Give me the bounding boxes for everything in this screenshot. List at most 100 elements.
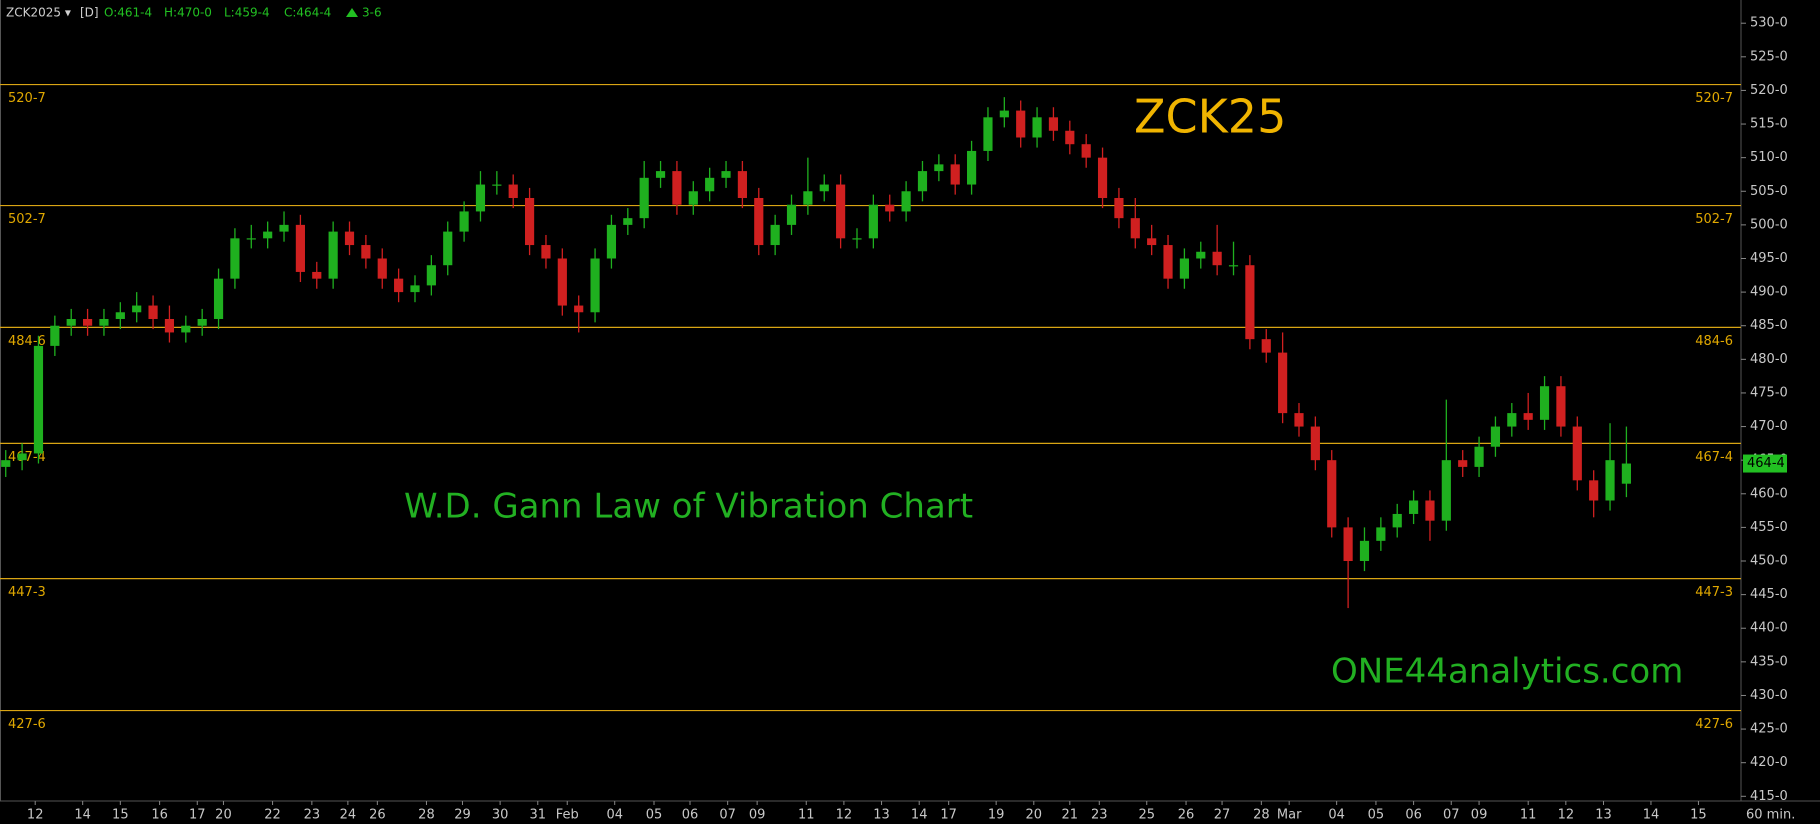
y-tick-label: 480-0: [1750, 352, 1788, 367]
annotation: ONE44analytics.com: [1331, 652, 1683, 692]
candle-body: [1589, 480, 1599, 501]
candle-body: [230, 238, 240, 279]
candle-body: [541, 245, 551, 259]
header-low: L:459-4: [224, 6, 270, 20]
candle-body: [475, 184, 486, 212]
candle-body: [279, 224, 289, 232]
x-tick-label: 17: [940, 808, 957, 823]
x-tick-label: 17: [189, 808, 206, 823]
x-tick-label: 22: [264, 808, 281, 823]
y-tick-label: 445-0: [1750, 587, 1788, 602]
last-price-tag: [1743, 454, 1787, 473]
candle-body: [836, 184, 846, 239]
x-tick-label: 13: [873, 808, 890, 823]
level-label-left: 484-6: [8, 334, 46, 349]
subtitle: W.D. Gann Law of Vibration Chart: [404, 487, 973, 527]
x-tick-label: 14: [74, 808, 91, 823]
candle-body: [1032, 117, 1042, 138]
candle-body: [1359, 540, 1370, 562]
candle-body: [1458, 460, 1468, 467]
x-tick-label: 15: [112, 808, 129, 823]
candle-body: [1245, 265, 1255, 340]
candle-body: [82, 318, 93, 326]
candle-body: [1621, 463, 1631, 484]
candle-body: [377, 258, 387, 279]
y-tick-label: 495-0: [1750, 251, 1788, 266]
x-tick-label: 25: [1138, 808, 1155, 823]
x-tick-label: 30: [492, 808, 509, 823]
candle-body: [50, 325, 60, 346]
x-tick-label: 28: [1253, 808, 1270, 823]
candle-body: [1097, 157, 1108, 198]
y-tick-label: 500-0: [1750, 217, 1788, 232]
candle-body: [1327, 460, 1337, 528]
y-tick-label: 475-0: [1750, 385, 1788, 400]
x-tick-label: 12: [1558, 808, 1575, 823]
candle-body: [492, 184, 502, 186]
header-open: O:461-4: [104, 6, 152, 20]
x-tick-label: 14: [911, 808, 928, 823]
y-tick-label: 520-0: [1750, 83, 1788, 98]
level-label-left: 427-6: [8, 717, 46, 732]
candle-body: [459, 211, 469, 232]
candle-body: [295, 224, 305, 272]
candle-body: [1539, 386, 1550, 420]
y-tick-label: 490-0: [1750, 285, 1788, 300]
x-tick-label: 07: [719, 808, 736, 823]
x-tick-label: 16: [151, 808, 168, 823]
x-tick-label: 06: [682, 808, 699, 823]
interval: [D]: [80, 6, 99, 20]
candle-body: [1441, 460, 1451, 521]
candle-body: [246, 238, 256, 240]
y-tick-label: 425-0: [1750, 722, 1788, 737]
candle-body: [885, 204, 895, 212]
candle-body: [1376, 527, 1386, 541]
candle-body: [868, 204, 878, 239]
candle-body: [426, 265, 436, 286]
candle-body: [197, 318, 207, 326]
x-tick-label: 26: [369, 808, 386, 823]
x-tick-label: 23: [304, 808, 321, 823]
candle-body: [950, 164, 960, 185]
candle-body: [1392, 513, 1402, 528]
candle-body: [803, 191, 813, 205]
y-tick-label: 420-0: [1750, 755, 1788, 770]
candle-body: [1081, 144, 1091, 158]
candle-body: [574, 305, 584, 313]
candle-body: [148, 305, 158, 319]
candle-body: [721, 171, 731, 178]
x-tick-label: 27: [1214, 808, 1231, 823]
candle-body: [557, 258, 567, 306]
candle-body: [410, 285, 420, 293]
x-tick-label: 20: [1026, 808, 1043, 823]
y-tick-label: 430-0: [1750, 688, 1788, 703]
candle-body: [525, 197, 535, 246]
candle-body: [1425, 500, 1435, 521]
candle-body: [1261, 339, 1271, 353]
candle-body: [852, 238, 862, 240]
y-tick-label: 515-0: [1750, 117, 1788, 132]
y-tick-label: 530-0: [1750, 16, 1788, 31]
timeframe: 60 min.: [1746, 808, 1795, 823]
level-label-right: 427-6: [1695, 717, 1733, 732]
candle-body: [1114, 197, 1124, 219]
x-tick-label: 19: [988, 808, 1005, 823]
level-label-right: 502-7: [1695, 212, 1733, 227]
level-label-left: 447-3: [8, 585, 46, 600]
candle-body: [1294, 413, 1304, 427]
candle-body: [328, 231, 338, 279]
y-tick-label: 485-0: [1750, 318, 1788, 333]
candle-body: [132, 305, 142, 313]
header-high: H:470-0: [164, 6, 212, 20]
header-close: C:464-4: [284, 6, 331, 20]
x-tick-label: 13: [1595, 808, 1612, 823]
x-tick-label: 07: [1443, 808, 1460, 823]
y-tick-label: 440-0: [1750, 621, 1788, 636]
x-tick-label: 06: [1405, 808, 1422, 823]
x-tick-label: 04: [1328, 808, 1345, 823]
candle-body: [1016, 110, 1026, 138]
level-label-right: 520-7: [1695, 91, 1733, 106]
candle-body: [917, 171, 928, 192]
candle-body: [983, 117, 993, 151]
